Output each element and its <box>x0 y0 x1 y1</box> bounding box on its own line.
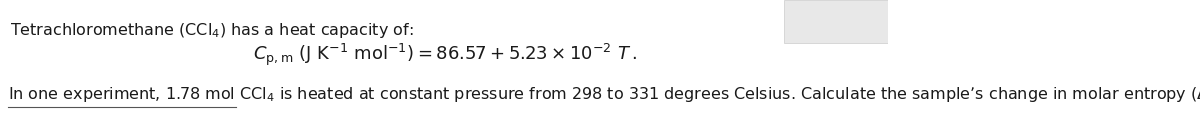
Text: Tetrachloromethane (CCl$_4$) has a heat capacity of:: Tetrachloromethane (CCl$_4$) has a heat … <box>11 21 414 40</box>
Bar <box>784 1 888 43</box>
Text: In one experiment, 1.78 mol CCl$_4$ is heated at constant pressure from 298 to 3: In one experiment, 1.78 mol CCl$_4$ is h… <box>8 84 1200 103</box>
Text: $C_{\mathrm{p,m}}\ (\mathrm{J\ K^{-1}\ mol^{-1}}) = 86.57 + 5.23 \times 10^{-2}\: $C_{\mathrm{p,m}}\ (\mathrm{J\ K^{-1}\ m… <box>253 41 637 67</box>
